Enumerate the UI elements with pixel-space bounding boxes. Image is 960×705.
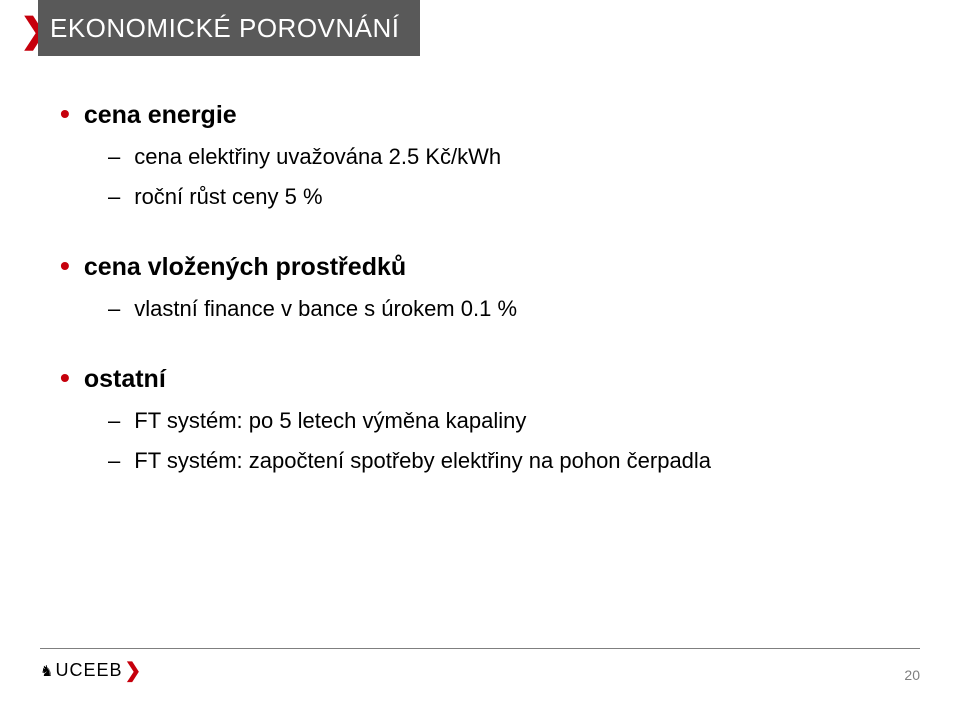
sub-list-text: vlastní finance v bance s úrokem 0.1 % — [134, 296, 517, 322]
list-item: • ostatní – FT systém: po 5 letech výměn… — [60, 364, 900, 474]
sub-list-item: – FT systém: po 5 letech výměna kapaliny — [108, 408, 900, 434]
sub-list-text: FT systém: započtení spotřeby elektřiny … — [134, 448, 711, 474]
footer-divider — [40, 648, 920, 649]
logo-text: UCEEB — [55, 660, 122, 681]
sub-list-item: – vlastní finance v bance s úrokem 0.1 % — [108, 296, 900, 322]
dash-icon: – — [108, 184, 120, 210]
list-item-label: ostatní — [84, 365, 166, 394]
sub-list: – cena elektřiny uvažována 2.5 Kč/kWh – … — [60, 144, 900, 210]
sub-list-item: – roční růst ceny 5 % — [108, 184, 900, 210]
dash-icon: – — [108, 408, 120, 434]
sub-list: – vlastní finance v bance s úrokem 0.1 % — [60, 296, 900, 322]
page-title: EKONOMICKÉ POROVNÁNÍ — [50, 13, 400, 44]
content-area: • cena energie – cena elektřiny uvažován… — [60, 100, 900, 516]
sub-list-text: FT systém: po 5 letech výměna kapaliny — [134, 408, 526, 434]
dash-icon: – — [108, 296, 120, 322]
list-item: • cena vložených prostředků – vlastní fi… — [60, 252, 900, 322]
sub-list: – FT systém: po 5 letech výměna kapaliny… — [60, 408, 900, 474]
list-item-label: cena energie — [84, 101, 237, 130]
sub-list-item: – FT systém: započtení spotřeby elektřin… — [108, 448, 900, 474]
logo: ♞ UCEEB ❯ — [40, 658, 141, 683]
dash-icon: – — [108, 144, 120, 170]
dash-icon: – — [108, 448, 120, 474]
list-item: • cena energie – cena elektřiny uvažován… — [60, 100, 900, 210]
sub-list-text: cena elektřiny uvažována 2.5 Kč/kWh — [134, 144, 501, 170]
sub-list-text: roční růst ceny 5 % — [134, 184, 322, 210]
bullet-icon: • — [60, 100, 70, 128]
bullet-icon: • — [60, 252, 70, 280]
list-item-label: cena vložených prostředků — [84, 253, 406, 282]
logo-lion-icon: ♞ — [40, 662, 53, 680]
page-number: 20 — [904, 667, 920, 683]
title-band: EKONOMICKÉ POROVNÁNÍ — [38, 0, 420, 56]
bullet-icon: • — [60, 364, 70, 392]
sub-list-item: – cena elektřiny uvažována 2.5 Kč/kWh — [108, 144, 900, 170]
logo-angle-icon: ❯ — [124, 658, 141, 683]
bullet-list: • cena energie – cena elektřiny uvažován… — [60, 100, 900, 474]
